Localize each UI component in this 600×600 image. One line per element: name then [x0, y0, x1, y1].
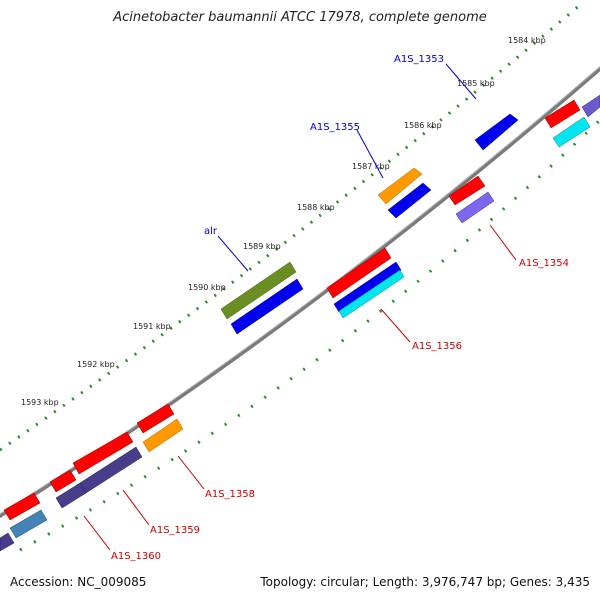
- gene-label-A1S_1358[interactable]: A1S_1358: [205, 489, 255, 500]
- tick-label-1586: 1586 kbp: [404, 121, 442, 130]
- gene-A1S_1360[interactable]: [55, 482, 87, 509]
- gene-cyan-right[interactable]: [552, 116, 591, 148]
- gene-red-left[interactable]: [3, 492, 41, 521]
- gene-features-inner: [0, 175, 495, 552]
- inner-tick-ring: [19, 118, 600, 552]
- leader-A1S_1360: [83, 515, 111, 551]
- tick-label-1590: 1590 kbp: [188, 283, 226, 292]
- accession-text: Accession: NC_009085: [10, 575, 147, 589]
- gene-A1S_1356[interactable]: [326, 247, 392, 299]
- gene-A1S_1354-slate[interactable]: [455, 191, 495, 224]
- gene-features-outer: [220, 94, 600, 335]
- gene-slate-left[interactable]: [0, 532, 15, 552]
- gene-orange-1[interactable]: [377, 167, 423, 205]
- label-leaders: [83, 63, 517, 551]
- gene-A1S_1355[interactable]: [387, 182, 432, 219]
- gene-label-A1S_1360[interactable]: A1S_1360: [111, 551, 161, 562]
- tick-label-1593: 1593 kbp: [21, 398, 59, 407]
- gene-A1S_1358[interactable]: [142, 418, 184, 453]
- leader-A1S_1356: [380, 308, 411, 343]
- leader-A1S_1358: [177, 455, 205, 490]
- gene-label-A1S_1359[interactable]: A1S_1359: [150, 525, 200, 536]
- tick-label-1591: 1591 kbp: [133, 322, 171, 331]
- gene-A1S_1356-blue[interactable]: [333, 261, 402, 313]
- gene-steel-left[interactable]: [9, 509, 48, 539]
- outer-tick-ring: [0, 3, 581, 452]
- gene-label-alr[interactable]: alr: [204, 226, 218, 237]
- tick-label-1585: 1585 kbp: [457, 79, 495, 88]
- tick-label-1589: 1589 kbp: [243, 242, 281, 251]
- tick-label-1587: 1587 kbp: [352, 162, 390, 171]
- gene-label-A1S_1353[interactable]: A1S_1353: [394, 54, 444, 65]
- leader-alr: [217, 235, 249, 272]
- map-title: Acinetobacter baumannii ATCC 17978, comp…: [113, 10, 487, 25]
- genome-summary-text: Topology: circular; Length: 3,976,747 bp…: [260, 575, 590, 589]
- gene-label-A1S_1356[interactable]: A1S_1356: [412, 341, 462, 352]
- gene-alr[interactable]: [220, 261, 297, 320]
- gene-A1S_1353[interactable]: [474, 113, 519, 151]
- gene-slate-right[interactable]: [581, 94, 600, 118]
- gene-red-right[interactable]: [544, 99, 581, 129]
- tick-label-1584: 1584 kbp: [508, 36, 546, 45]
- tick-label-1588: 1588 kbp: [297, 203, 335, 212]
- leader-A1S_1359: [122, 489, 150, 526]
- gene-A1S_1359-red[interactable]: [72, 431, 134, 475]
- gene-label-A1S_1354[interactable]: A1S_1354: [519, 258, 569, 269]
- leader-A1S_1354: [489, 224, 517, 261]
- tick-label-1592: 1592 kbp: [77, 360, 115, 369]
- gene-A1S_1354[interactable]: [448, 175, 486, 206]
- leader-A1S_1355: [356, 129, 384, 179]
- gene-A1S_1356-cyan[interactable]: [338, 269, 405, 319]
- gene-A1S_1358-red[interactable]: [136, 403, 175, 434]
- gene-A1S_1360-red[interactable]: [49, 469, 77, 493]
- gene-blue-alr[interactable]: [230, 278, 304, 335]
- leader-A1S_1353: [445, 63, 477, 100]
- gene-label-A1S_1355[interactable]: A1S_1355: [310, 122, 360, 133]
